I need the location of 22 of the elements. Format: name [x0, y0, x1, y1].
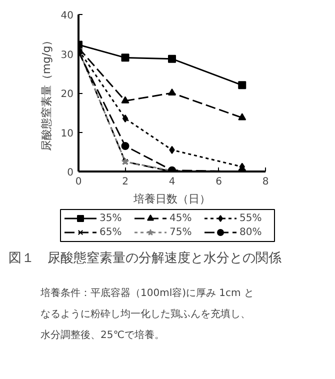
text: 水分調整後、25℃で培養。 [40, 329, 164, 341]
y-tick-label: 30 [60, 50, 74, 61]
text: なるように粉砕し均一化した鶏ふんを充填し、 [40, 308, 250, 320]
y-tick-label: 0 [67, 168, 74, 178]
text: 培養条件：平底容器（100ml容)に厚み 1cm と [40, 287, 254, 299]
y-tick-label: 10 [60, 128, 74, 140]
x-tick-label: 0 [75, 176, 82, 188]
legend-label: 45% [170, 213, 192, 224]
legend-label: 80% [240, 227, 262, 238]
legend-label: 55% [240, 213, 262, 224]
x-tick-label: 6 [216, 176, 222, 188]
x-tick-label: 2 [122, 176, 128, 188]
y-tick-label: 20 [60, 89, 74, 100]
x-tick-label: 8 [262, 176, 269, 188]
legend-label: 65% [100, 227, 122, 238]
text: 図１ 尿酸態窒素量の分解速度と水分との関係 [8, 250, 282, 266]
legend-label: 35% [100, 213, 122, 224]
x-axis-title: 培養日数（日） [132, 192, 210, 206]
x-tick-label: 4 [168, 176, 176, 188]
legend-label: 75% [170, 227, 192, 238]
y-axis-title: 尿酸態窒素量（mg/g） [40, 34, 53, 152]
y-tick-label: 40 [60, 10, 74, 22]
